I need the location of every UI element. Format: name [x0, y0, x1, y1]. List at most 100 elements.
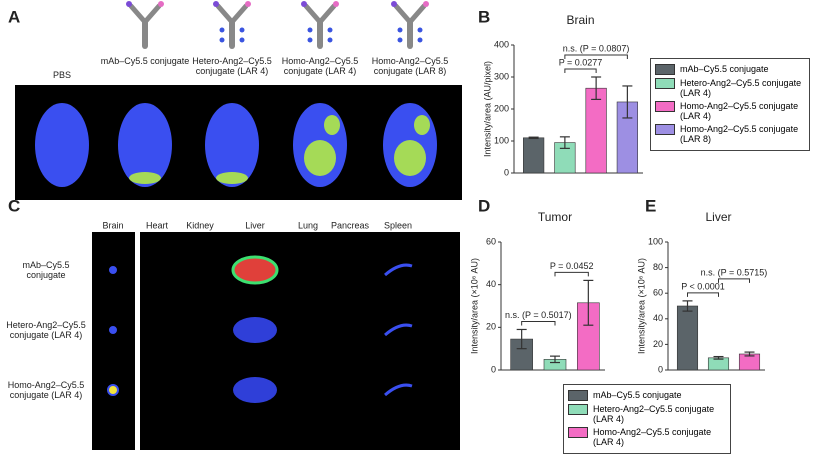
significance-bracket	[718, 278, 750, 283]
error-bar	[528, 136, 539, 140]
y-tick-label: 60	[486, 236, 496, 246]
panel-letter: C	[8, 196, 20, 215]
brain-spot	[109, 266, 117, 274]
antibody-arm	[393, 3, 413, 25]
signal-blob	[304, 140, 336, 176]
antibody-arm	[303, 3, 323, 25]
antibody-tip	[158, 1, 164, 7]
bar	[676, 305, 699, 371]
y-tick-label: 400	[494, 39, 509, 49]
liver-image	[233, 377, 277, 403]
organ-label: Heart	[146, 220, 169, 230]
chart-title: Liver	[705, 210, 731, 224]
y-axis-label: Intensity/area (×10⁶ AU)	[469, 258, 479, 354]
antibody-tip	[301, 1, 307, 7]
legend-label: mAb–Cy5.5 conjugate	[593, 390, 682, 400]
significance-bracket	[554, 271, 589, 277]
organ-label: Liver	[245, 220, 265, 230]
y-tick-label: 100	[494, 135, 509, 145]
conjugate-dot	[327, 37, 333, 43]
antibody-arm	[215, 3, 235, 25]
y-tick-label: 80	[653, 262, 663, 272]
conjugate-dot	[307, 27, 313, 33]
panel-a-label: Homo-Ang2–Cy5.5 conjugate (LAR 4)	[281, 56, 359, 76]
organ-label: Kidney	[186, 220, 214, 230]
signal-blob	[324, 115, 340, 135]
y-tick-label: 60	[653, 288, 663, 298]
antibody-arm	[229, 3, 249, 25]
panel-c-row-label: mAb–Cy5.5 conjugate	[22, 260, 70, 280]
antibody-arm	[142, 3, 162, 25]
antibody-tip	[391, 1, 397, 7]
antibody-tip	[213, 1, 219, 7]
y-tick-label: 0	[658, 364, 663, 374]
antibody-tip	[423, 1, 429, 7]
y-tick-label: 20	[653, 339, 663, 349]
signal-blob	[216, 172, 248, 184]
error-bar	[583, 279, 594, 326]
error-bar	[713, 355, 724, 360]
antibody-tip	[245, 1, 251, 7]
liver-image	[231, 255, 279, 285]
signal-blob	[129, 172, 161, 184]
brain-image	[35, 103, 89, 187]
antibody-arm	[128, 3, 148, 25]
significance-bracket	[564, 68, 597, 73]
significance-label: P < 0.0001	[681, 281, 725, 291]
antibody-icon	[126, 1, 164, 49]
panel-letter: E	[645, 196, 656, 215]
bar	[585, 87, 607, 174]
conjugate-dot	[219, 37, 225, 43]
conjugate-dot	[239, 27, 245, 33]
error-bar	[550, 355, 560, 364]
y-tick-label: 20	[486, 322, 496, 332]
significance-label: n.s. (P = 0.0807)	[563, 43, 630, 53]
antibody-arm	[407, 3, 427, 25]
antibody-icon	[213, 1, 251, 49]
antibody-icon	[301, 1, 339, 49]
panel-c-brain-image	[92, 232, 135, 450]
brain-spot	[107, 384, 119, 396]
significance-label: n.s. (P = 0.5715)	[701, 267, 768, 277]
legend-item: mAb–Cy5.5 conjugate	[655, 64, 805, 75]
legend-label: Homo-Ang2–Cy5.5 conjugate (LAR 8)	[680, 124, 799, 144]
panel-letter: D	[478, 196, 490, 215]
y-tick-label: 300	[494, 71, 509, 81]
conjugate-dot	[417, 27, 423, 33]
legend-item: Homo-Ang2–Cy5.5 conjugate (LAR 4)	[655, 101, 805, 121]
significance-bracket	[521, 320, 556, 326]
legend-label: Homo-Ang2–Cy5.5 conjugate (LAR 4)	[680, 101, 799, 121]
conjugate-dot	[397, 37, 403, 43]
antibody-icon	[391, 1, 429, 49]
panel-c-organ-image	[140, 232, 460, 450]
antibody-tip	[126, 1, 132, 7]
legend-item: Hetero-Ang2–Cy5.5 conjugate (LAR 4)	[568, 404, 726, 424]
y-tick-label: 0	[491, 364, 496, 374]
legend: mAb–Cy5.5 conjugate Hetero-Ang2–Cy5.5 con…	[650, 58, 810, 151]
legend-swatch	[655, 124, 675, 135]
liver-image	[233, 317, 277, 343]
error-bar	[744, 351, 755, 357]
legend-label: mAb–Cy5.5 conjugate	[680, 64, 769, 74]
legend-swatch	[568, 427, 588, 438]
significance-label: P = 0.0277	[559, 57, 603, 67]
significance-bracket	[687, 292, 719, 297]
antibody-tip	[333, 1, 339, 7]
y-axis-label: Intensity/area (AU/pixel)	[482, 61, 492, 157]
legend-item: mAb–Cy5.5 conjugate	[568, 390, 726, 401]
legend-label: Hetero-Ang2–Cy5.5 conjugate (LAR 4)	[680, 78, 802, 98]
antibody-arm	[317, 3, 337, 25]
legend-label: Hetero-Ang2–Cy5.5 conjugate (LAR 4)	[593, 404, 715, 424]
significance-label: n.s. (P = 0.5017)	[505, 310, 572, 320]
conjugate-dot	[327, 27, 333, 33]
y-tick-label: 40	[653, 313, 663, 323]
chart-title: Tumor	[538, 210, 572, 224]
significance-bracket	[564, 54, 628, 59]
panel-letter: B	[478, 7, 490, 26]
error-bar	[591, 76, 602, 101]
spleen-image	[384, 323, 413, 337]
legend-swatch	[568, 390, 588, 401]
error-bar	[682, 300, 693, 312]
panel-a-label: Hetero-Ang2–Cy5.5 conjugate (LAR 4)	[192, 56, 272, 76]
